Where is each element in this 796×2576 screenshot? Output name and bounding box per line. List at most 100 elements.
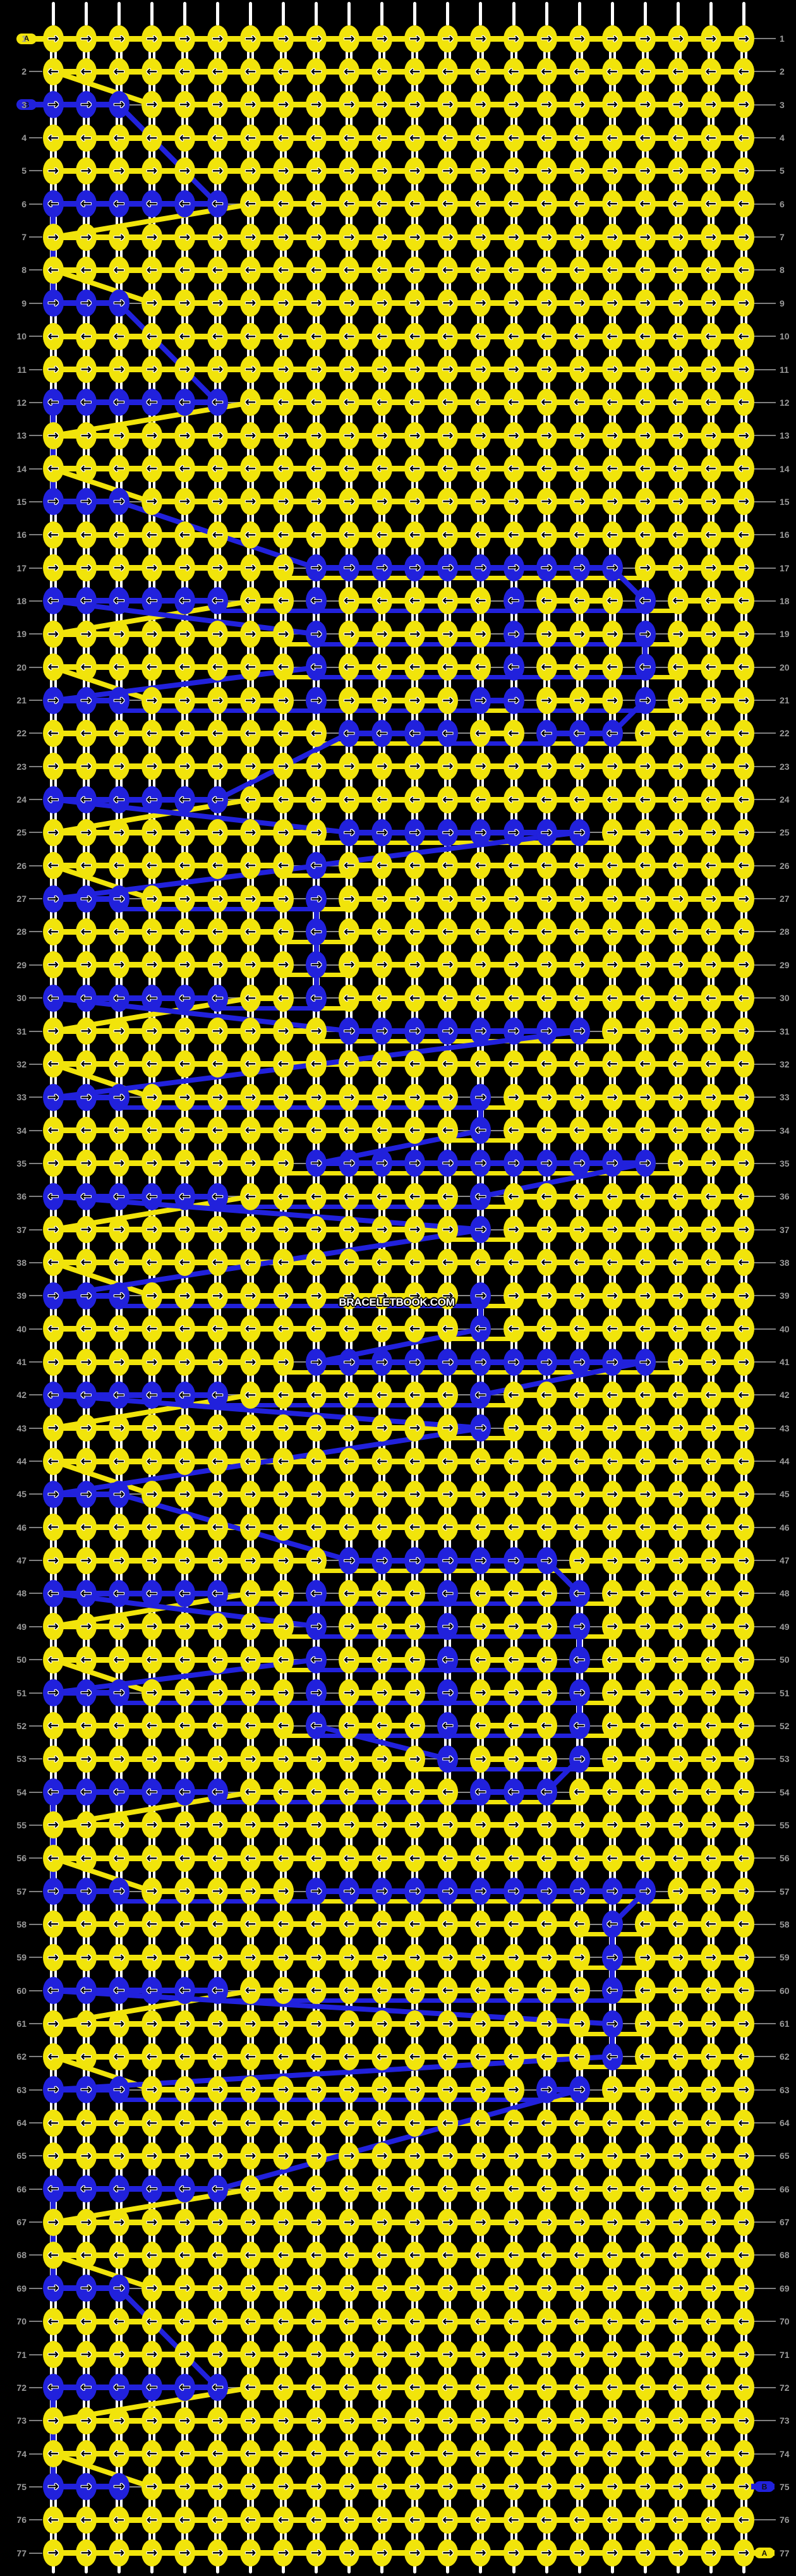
warp-connector	[740, 2301, 747, 2309]
warp-connector	[82, 316, 90, 324]
warp-connector	[82, 1474, 90, 1482]
row-connector	[291, 1392, 308, 1398]
row-connector	[488, 2186, 505, 2192]
warp-connector	[247, 2532, 255, 2541]
warp-connector	[411, 1441, 419, 1449]
warp-connector	[280, 1507, 287, 1515]
warp-connector	[148, 1970, 155, 1978]
row-connector	[291, 1193, 308, 1200]
arrow-right-icon: →	[47, 427, 59, 443]
warp-connector	[247, 2500, 255, 2508]
knot: →	[371, 554, 393, 582]
knot: ←	[601, 1050, 623, 1078]
row-connector-switch	[617, 1923, 641, 1925]
row-connector	[193, 1160, 210, 1167]
warp-connector	[378, 1011, 386, 1019]
warp-connector	[378, 2103, 386, 2111]
row-connector	[455, 2385, 473, 2391]
arrow-left-icon: ←	[310, 461, 322, 477]
warp-connector	[543, 1739, 550, 1747]
warp-connector	[477, 614, 485, 622]
row-connector	[423, 2285, 440, 2292]
row-connector	[588, 2285, 605, 2292]
arrow-right-icon: →	[606, 97, 618, 112]
warp-connector	[247, 1672, 255, 1680]
row-connector	[193, 1292, 210, 1299]
knot: →	[371, 91, 393, 119]
warp-connector	[148, 1110, 155, 1118]
warp-connector	[181, 2069, 188, 2077]
row-connector	[291, 135, 308, 141]
row-connector	[719, 432, 736, 439]
row-connector	[390, 2451, 407, 2457]
warp-connector	[740, 2433, 747, 2441]
row-connector	[258, 532, 275, 538]
knot: ←	[470, 984, 491, 1012]
row-connector	[719, 1061, 736, 1067]
arrow-left-icon: ←	[146, 593, 158, 609]
row-connector	[160, 829, 177, 835]
warp-connector	[707, 150, 715, 159]
warp-connector	[115, 1275, 123, 1284]
warp-connector	[378, 713, 386, 721]
arrow-right-icon: →	[179, 295, 191, 311]
row-connector	[488, 763, 505, 770]
knot: →	[634, 1018, 656, 1045]
row-connector	[226, 367, 243, 372]
row-connector-switch	[287, 964, 312, 966]
arrow-left-icon: ←	[47, 725, 59, 741]
row-connector	[390, 1822, 407, 1828]
warp-connector	[82, 845, 90, 853]
arrow-right-icon: →	[80, 162, 92, 178]
warp-connector	[214, 581, 222, 589]
row-connector	[390, 1624, 407, 1630]
arrow-left-icon: ←	[705, 130, 717, 145]
row-connector	[423, 829, 440, 835]
knot: ←	[733, 455, 754, 483]
row-connector	[423, 2352, 440, 2357]
knot: ←	[733, 1117, 754, 1145]
warp-connector	[641, 2367, 649, 2375]
warp-connector	[608, 2301, 616, 2309]
knot: ←	[306, 984, 327, 1012]
warp-connector	[49, 2003, 57, 2012]
row-connector	[522, 2352, 539, 2357]
warp-connector	[411, 150, 419, 159]
warp-connector	[346, 349, 353, 357]
warp-connector	[444, 1242, 452, 1251]
knot: ←	[174, 1050, 195, 1078]
arrow-left-icon: ←	[212, 858, 224, 873]
warp-connector	[740, 1871, 747, 1879]
row-connector	[686, 1326, 703, 1332]
warp-connector	[49, 183, 57, 191]
arrow-left-icon: ←	[277, 1056, 289, 1072]
row-connector	[258, 1855, 275, 1861]
warp-connector	[576, 713, 583, 721]
row-connector	[522, 1656, 539, 1663]
row-connector	[653, 333, 670, 339]
knot: →	[306, 91, 327, 119]
row-connector	[423, 1988, 440, 1994]
row-connector	[390, 1160, 407, 1167]
knot: ←	[437, 256, 459, 284]
row-connector	[423, 565, 440, 571]
row-connector	[61, 1789, 78, 1795]
knot: ←	[75, 1117, 97, 1145]
arrow-left-icon: ←	[277, 725, 289, 741]
warp-connector	[510, 779, 517, 787]
warp-connector	[444, 2235, 452, 2243]
row-connector	[620, 1524, 637, 1531]
knot: →	[536, 818, 557, 846]
row-connector	[390, 1524, 407, 1531]
row-connector	[653, 532, 670, 538]
knot: →	[141, 620, 162, 648]
arrow-left-icon: ←	[343, 461, 355, 477]
arrow-right-icon: →	[442, 97, 454, 112]
warp-connector	[49, 2532, 57, 2541]
knot: ←	[569, 455, 590, 483]
knot: →	[536, 951, 557, 979]
warp-connector	[181, 547, 188, 556]
arrow-right-icon: →	[146, 1023, 158, 1038]
warp-connector	[49, 1110, 57, 1118]
knot: →	[207, 25, 229, 52]
